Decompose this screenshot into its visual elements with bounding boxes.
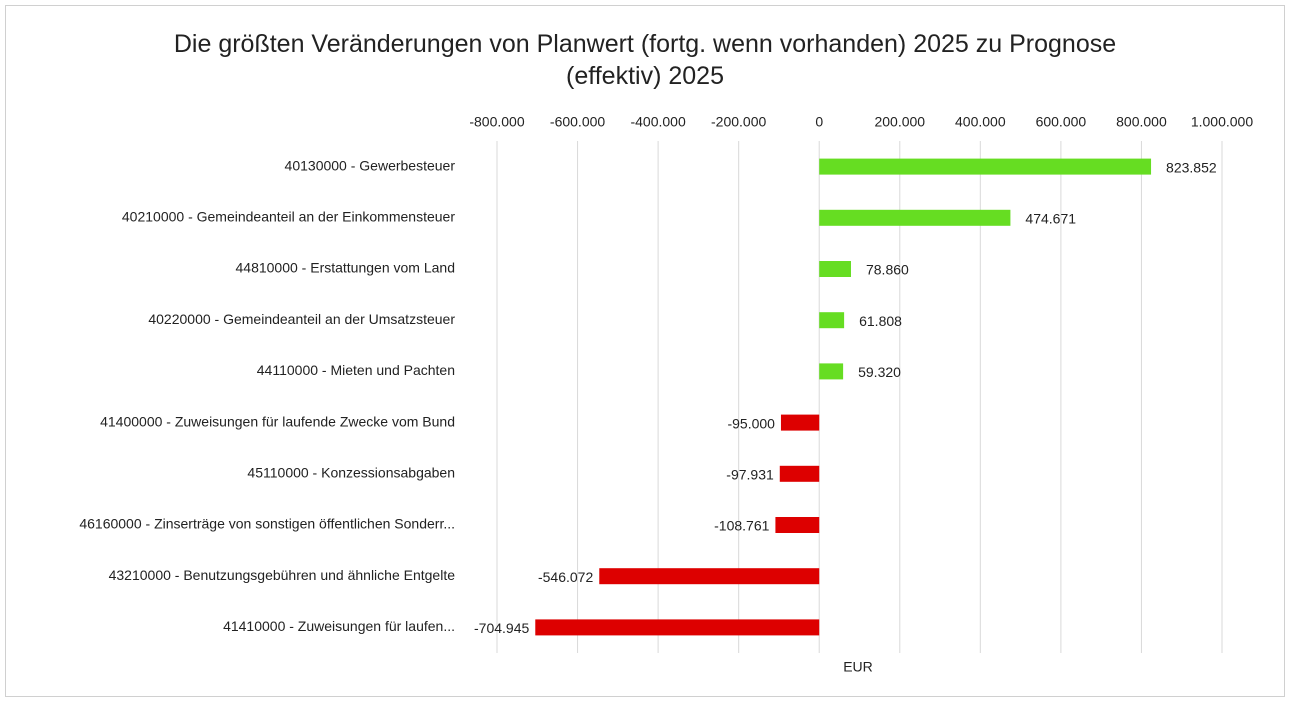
y-tick-label: 43210000 - Benutzungsgebühren und ähnlic…: [109, 567, 456, 583]
bar: [819, 209, 1011, 226]
y-tick-label: 44810000 - Erstattungen vom Land: [236, 260, 456, 276]
x-tick-label: -800.000: [469, 114, 524, 130]
x-tick-label: 1.000.000: [1191, 114, 1253, 130]
bar: [819, 312, 845, 329]
bar: [819, 261, 851, 277]
data-label: 59.320: [858, 364, 901, 380]
y-tick-label: 46160000 - Zinserträge von sonstigen öff…: [79, 516, 455, 532]
data-label: 823.852: [1166, 159, 1217, 175]
y-tick-label: 41410000 - Zuweisungen für laufen...: [223, 618, 455, 634]
bar: [819, 158, 1152, 175]
x-tick-label: -200.000: [711, 114, 766, 130]
data-label: -108.761: [714, 518, 769, 534]
bar: [819, 363, 844, 380]
x-axis-label: EUR: [843, 659, 873, 675]
data-label: -546.072: [538, 569, 593, 585]
bar: [780, 414, 820, 431]
y-tick-label: 40130000 - Gewerbesteuer: [285, 157, 456, 173]
y-tick-label: 40210000 - Gemeindeanteil an der Einkomm…: [122, 209, 455, 225]
x-tick-label: -400.000: [630, 114, 685, 130]
data-label: -97.931: [726, 467, 774, 483]
bar: [535, 619, 820, 636]
chart-border: [5, 5, 1285, 697]
y-tick-label: 44110000 - Mieten und Pachten: [257, 362, 455, 378]
data-label: 61.808: [859, 313, 902, 329]
bar: [775, 517, 820, 533]
y-tick-label: 40220000 - Gemeindeanteil an der Umsatzs…: [148, 311, 455, 327]
x-tick-label: 0: [815, 114, 823, 130]
data-label: -95.000: [727, 415, 775, 431]
data-label: -704.945: [474, 620, 529, 636]
bar: [779, 465, 820, 482]
x-tick-label: 400.000: [955, 114, 1006, 130]
chart-title: Die größten Veränderungen von Planwert (…: [173, 30, 1117, 90]
bar: [599, 568, 820, 585]
x-tick-label: 600.000: [1036, 114, 1087, 130]
y-tick-label: 45110000 - Konzessionsabgaben: [247, 465, 455, 481]
x-tick-label: 800.000: [1116, 114, 1167, 130]
x-tick-label: 200.000: [874, 114, 925, 130]
data-label: 78.860: [866, 262, 909, 278]
x-tick-label: -600.000: [550, 114, 605, 130]
y-tick-label: 41400000 - Zuweisungen für laufende Zwec…: [100, 413, 455, 429]
data-label: 474.671: [1025, 211, 1076, 227]
